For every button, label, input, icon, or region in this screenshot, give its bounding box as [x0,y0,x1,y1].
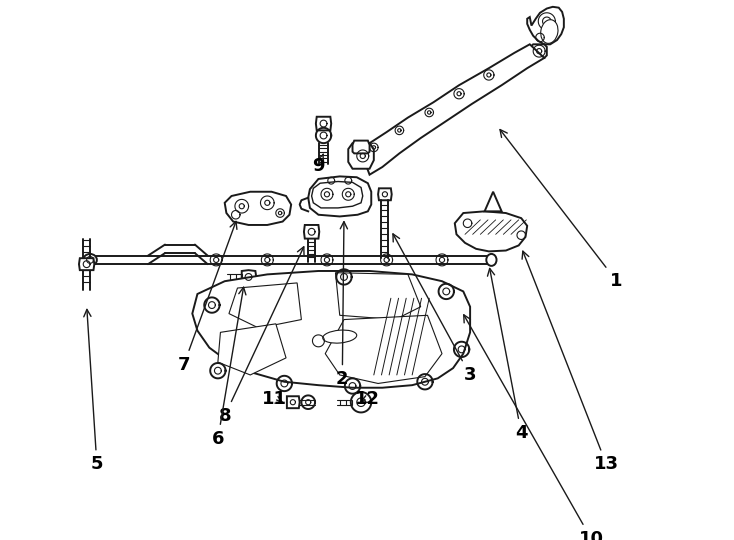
Polygon shape [527,7,564,44]
Polygon shape [192,271,470,388]
Polygon shape [79,258,94,270]
Text: 6: 6 [211,287,246,448]
Text: 7: 7 [178,221,237,374]
Text: 3: 3 [393,234,476,384]
Polygon shape [361,44,544,175]
Polygon shape [378,188,392,200]
Polygon shape [287,396,299,408]
Polygon shape [455,211,527,252]
Text: 11: 11 [261,390,286,408]
Polygon shape [335,273,421,320]
Text: 1: 1 [500,130,623,290]
Ellipse shape [83,254,97,266]
Text: 8: 8 [219,247,304,425]
Text: 12: 12 [355,390,380,408]
Polygon shape [308,177,371,217]
Polygon shape [531,44,547,58]
Polygon shape [225,192,291,225]
Polygon shape [484,192,501,211]
Text: 10: 10 [464,315,603,540]
Polygon shape [312,181,363,208]
Ellipse shape [541,19,558,43]
Polygon shape [241,270,256,284]
Polygon shape [352,140,369,153]
Polygon shape [348,143,374,168]
Text: 4: 4 [487,268,528,442]
Polygon shape [316,117,331,130]
Ellipse shape [323,330,357,343]
Text: 13: 13 [522,251,619,474]
Text: 9: 9 [312,154,324,175]
Text: 2: 2 [336,221,349,388]
Polygon shape [229,283,302,328]
Ellipse shape [487,254,496,266]
Polygon shape [325,315,442,383]
Text: 5: 5 [84,309,103,474]
Polygon shape [304,225,319,239]
Polygon shape [218,324,286,375]
